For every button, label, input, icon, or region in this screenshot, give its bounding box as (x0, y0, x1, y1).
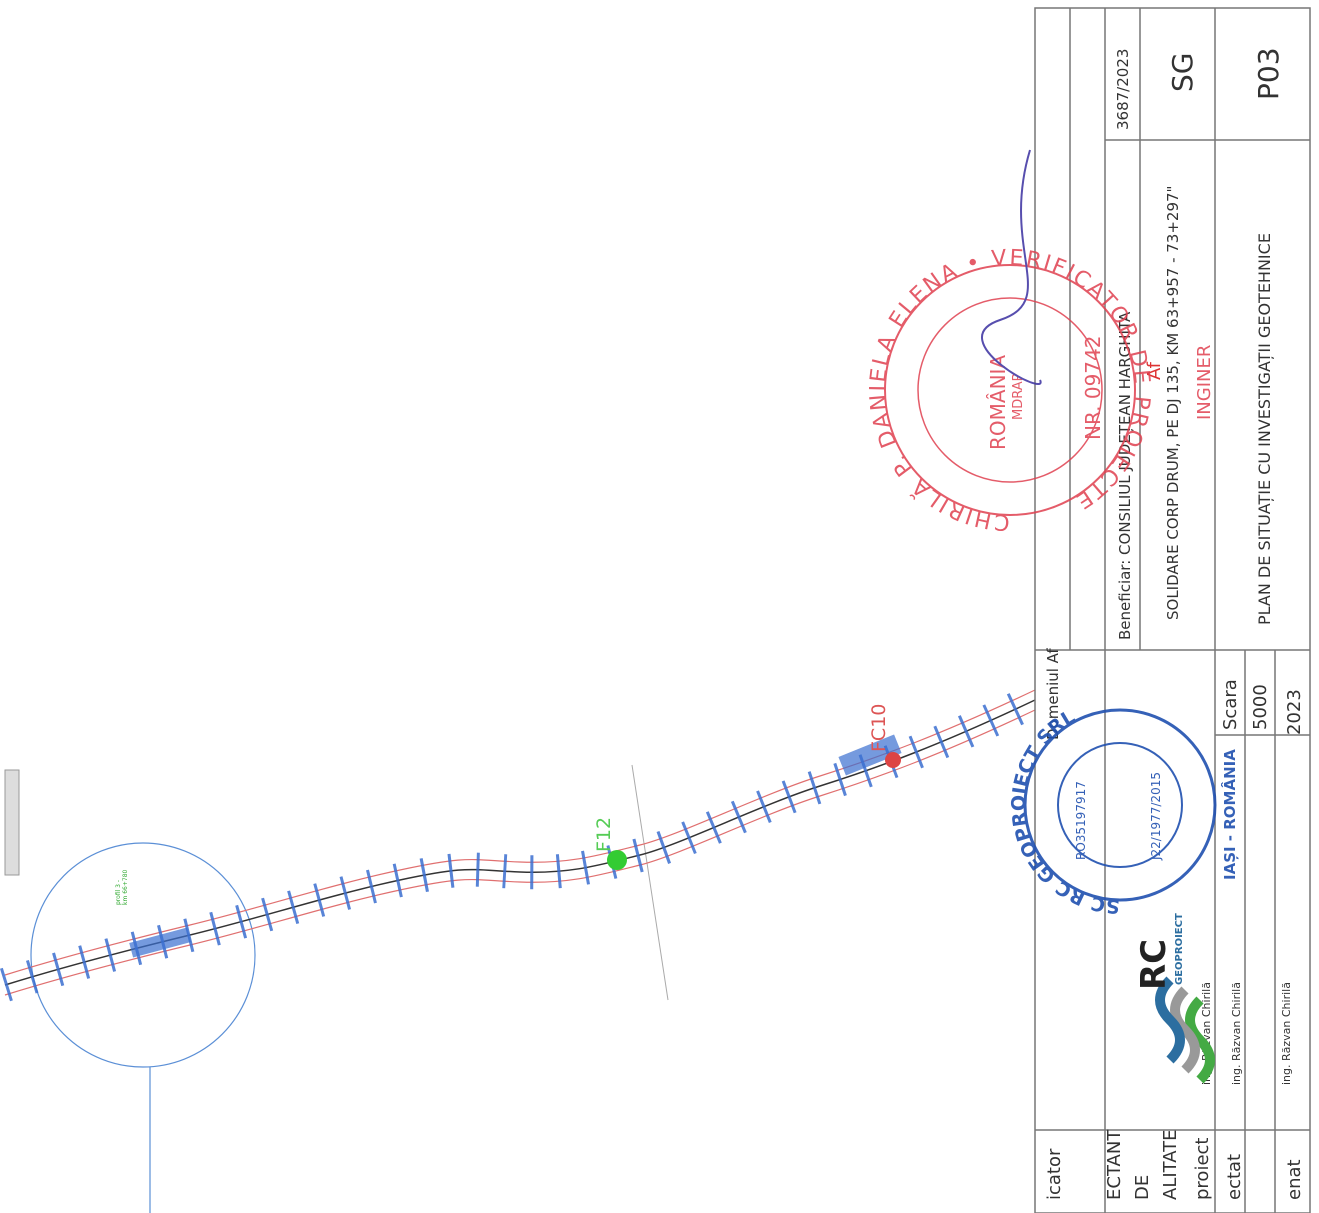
site-plan: F12 FC10 profil 3 - km 66+780 (0, 684, 1043, 1213)
beneficiary: Beneficiar: CONSILIUL JUDEȚEAN HARGHITA (1116, 311, 1134, 640)
works-area (129, 927, 192, 958)
label-f12: F12 (593, 817, 615, 852)
role: DE (1132, 1175, 1153, 1200)
stamp-title: INGINER (1194, 345, 1215, 420)
road-edge (4, 689, 1036, 976)
stamp-cui: RO35197917 (1074, 781, 1088, 860)
legend-strip (4, 769, 20, 876)
stamp-city: IAȘI - ROMÂNIA (1220, 749, 1239, 880)
borehole-fc10 (885, 752, 901, 768)
signature (981, 149, 1042, 386)
label-profile: profil 3 - (115, 880, 122, 905)
company-logo: RC GEOPROIECT (1134, 913, 1215, 1084)
stamp-reg: J22/1977/2015 (1149, 772, 1163, 861)
label-fc10: FC10 (868, 704, 890, 752)
domain-value: Af (1144, 361, 1165, 380)
role: icator (1044, 1148, 1065, 1200)
stamp-country: ROMÂNIA (986, 355, 1010, 450)
label-profile: km 66+780 (122, 869, 129, 905)
works-area (838, 734, 902, 776)
stamp-number: NR. 09742 (1081, 336, 1105, 440)
company-stamp: SC RC GEOPROIECT SRL IAȘI - ROMÂNIA RO35… (1008, 706, 1239, 917)
title-block (1034, 7, 1311, 1213)
borehole-f12 (607, 850, 627, 870)
title-texts: 3687/2023 SG P03 Beneficiar: CONSILIUL J… (1044, 47, 1305, 1200)
logo-mark: RC (1134, 939, 1174, 990)
section-line (631, 764, 669, 1001)
logo-name: GEOPROIECT (1174, 913, 1185, 985)
project-name: SOLIDARE CORP DRUM, PE DJ 135, KM 63+957… (1164, 186, 1182, 620)
drawing-title: PLAN DE SITUAȚIE CU INVESTIGAȚII GEOTEHN… (1255, 233, 1274, 625)
engineer: ing. Răzvan Chirilă (1230, 982, 1243, 1085)
scale: 5000 (1250, 684, 1271, 730)
verifier-stamp: CHIRILĂ P. DANIELA ELENA • VERIFICATOR D… (866, 149, 1215, 534)
detail-circle (30, 842, 256, 1068)
role: ECTANT (1104, 1129, 1125, 1200)
role: proiect (1192, 1138, 1213, 1200)
project-number: 3687/2023 (1114, 49, 1132, 130)
stamp-ministry: MDRAP (1011, 373, 1026, 420)
frame (1034, 7, 1311, 1213)
cross-sections (0, 684, 1043, 1002)
engineer: ing. Răzvan Chirilă (1280, 982, 1293, 1085)
role: enat (1284, 1159, 1305, 1200)
year: 2023 (1284, 689, 1305, 735)
phase: SG (1166, 53, 1199, 92)
domain-label: Domeniul Af (1044, 648, 1062, 740)
role: ectat (1224, 1154, 1245, 1200)
scale-label: Scara (1220, 679, 1241, 730)
sheet: P03 (1252, 47, 1285, 100)
role: ALITATE (1160, 1129, 1181, 1200)
stamp-ring: SC RC GEOPROIECT SRL (1008, 706, 1121, 917)
